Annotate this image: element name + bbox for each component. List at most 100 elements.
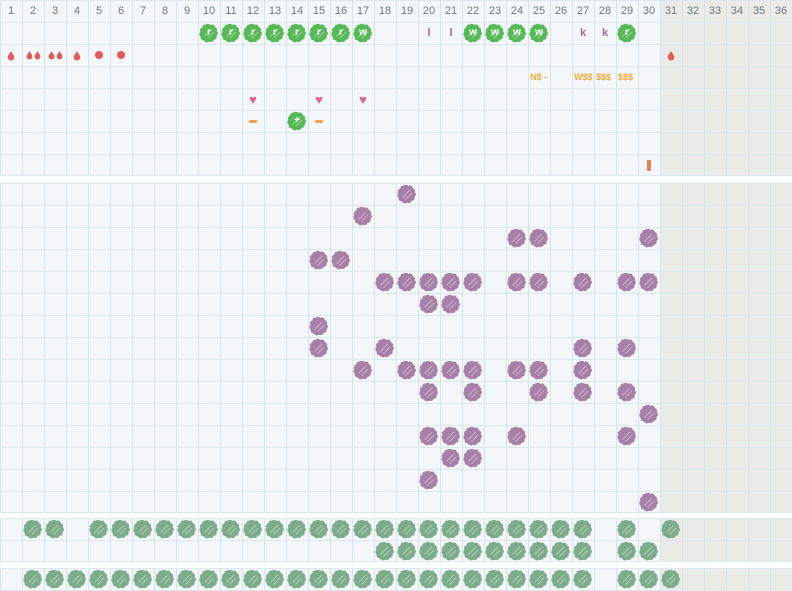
purple-berry-icon[interactable] [506, 227, 528, 249]
green-plant-icon[interactable]: w [506, 22, 528, 44]
heart-icon[interactable]: ♥ [315, 91, 323, 107]
sage-plant-icon[interactable] [528, 540, 550, 562]
purple-berry-icon[interactable] [418, 425, 440, 447]
sage-plant-icon[interactable] [550, 540, 572, 562]
sage-plant-icon[interactable] [198, 568, 220, 590]
purple-berry-icon[interactable] [572, 337, 594, 359]
purple-berry-icon[interactable] [616, 337, 638, 359]
purple-berry-icon[interactable] [462, 447, 484, 469]
sage-plant-icon[interactable] [660, 568, 682, 590]
purple-berry-icon[interactable] [352, 359, 374, 381]
sage-plant-icon[interactable] [440, 518, 462, 540]
sage-plant-icon[interactable] [198, 518, 220, 540]
sage-plant-icon[interactable] [418, 518, 440, 540]
purple-berry-icon[interactable] [440, 271, 462, 293]
purple-berry-icon[interactable] [418, 271, 440, 293]
sage-plant-icon[interactable] [176, 518, 198, 540]
purple-berry-icon[interactable] [506, 359, 528, 381]
droplet-icon[interactable] [66, 44, 88, 66]
purple-berry-icon[interactable] [462, 359, 484, 381]
cost-label[interactable]: W$$ [574, 72, 593, 82]
green-plant-icon[interactable]: r [330, 22, 352, 44]
purple-berry-icon[interactable] [374, 271, 396, 293]
letter-marker[interactable]: k [579, 26, 587, 39]
purple-berry-icon[interactable] [440, 293, 462, 315]
sage-plant-icon[interactable] [418, 568, 440, 590]
dot-icon[interactable] [88, 44, 110, 66]
sage-plant-icon[interactable] [330, 518, 352, 540]
green-plant-icon[interactable]: w [528, 22, 550, 44]
sage-plant-icon[interactable] [132, 518, 154, 540]
sage-plant-icon[interactable] [616, 540, 638, 562]
sage-plant-icon[interactable] [352, 518, 374, 540]
sage-plant-icon[interactable] [462, 540, 484, 562]
green-plant-icon[interactable]: r [308, 22, 330, 44]
purple-berry-icon[interactable] [396, 359, 418, 381]
cost-label[interactable]: $$$ [618, 72, 634, 82]
sage-plant-icon[interactable] [374, 568, 396, 590]
sage-plant-icon[interactable] [154, 518, 176, 540]
sage-plant-icon[interactable] [528, 568, 550, 590]
cost-label[interactable]: $$$ [596, 72, 612, 82]
letter-marker[interactable]: l [449, 26, 453, 39]
purple-berry-icon[interactable] [506, 271, 528, 293]
sage-plant-icon[interactable] [330, 568, 352, 590]
sage-plant-icon[interactable] [22, 568, 44, 590]
droplets-icon[interactable] [44, 44, 66, 66]
sage-plant-icon[interactable] [528, 518, 550, 540]
purple-berry-icon[interactable] [572, 359, 594, 381]
sage-plant-icon[interactable] [44, 518, 66, 540]
sage-plant-icon[interactable] [572, 568, 594, 590]
droplets-icon[interactable] [22, 44, 44, 66]
purple-berry-icon[interactable] [396, 183, 418, 205]
dot-icon[interactable] [110, 44, 132, 66]
sage-plant-icon[interactable] [242, 518, 264, 540]
droplet-icon[interactable] [0, 44, 22, 66]
green-plant-icon[interactable]: r [242, 22, 264, 44]
sage-plant-icon[interactable] [308, 518, 330, 540]
purple-berry-icon[interactable] [418, 469, 440, 491]
sage-plant-icon[interactable] [66, 568, 88, 590]
sage-plant-icon[interactable] [484, 540, 506, 562]
purple-berry-icon[interactable] [638, 227, 660, 249]
purple-berry-icon[interactable] [396, 271, 418, 293]
dash-icon[interactable] [242, 110, 264, 132]
sage-plant-icon[interactable] [484, 568, 506, 590]
purple-berry-icon[interactable] [638, 491, 660, 513]
marker-bar-icon[interactable] [638, 154, 660, 176]
sage-plant-icon[interactable] [44, 568, 66, 590]
green-plant-icon[interactable]: r [198, 22, 220, 44]
purple-berry-icon[interactable] [440, 359, 462, 381]
letter-marker[interactable]: k [601, 26, 609, 39]
green-plant-icon[interactable]: r [286, 22, 308, 44]
purple-berry-icon[interactable] [418, 293, 440, 315]
sage-plant-icon[interactable] [462, 518, 484, 540]
purple-berry-icon[interactable] [462, 381, 484, 403]
purple-berry-icon[interactable] [528, 271, 550, 293]
sage-plant-icon[interactable] [572, 540, 594, 562]
sage-plant-icon[interactable] [176, 568, 198, 590]
sage-plant-icon[interactable] [154, 568, 176, 590]
sage-plant-icon[interactable] [286, 568, 308, 590]
purple-berry-icon[interactable] [616, 381, 638, 403]
sage-plant-icon[interactable] [88, 518, 110, 540]
green-plant-icon[interactable]: w [352, 22, 374, 44]
purple-berry-icon[interactable] [462, 271, 484, 293]
purple-berry-icon[interactable] [616, 425, 638, 447]
purple-berry-icon[interactable] [418, 381, 440, 403]
dash-icon[interactable] [308, 110, 330, 132]
sage-plant-icon[interactable] [88, 568, 110, 590]
sage-plant-icon[interactable] [550, 568, 572, 590]
purple-berry-icon[interactable] [440, 447, 462, 469]
purple-berry-icon[interactable] [440, 425, 462, 447]
sage-plant-icon[interactable] [506, 540, 528, 562]
sage-plant-icon[interactable] [374, 540, 396, 562]
purple-berry-icon[interactable] [418, 359, 440, 381]
sage-plant-icon[interactable] [506, 568, 528, 590]
purple-berry-icon[interactable] [638, 403, 660, 425]
green-plant-icon[interactable]: r [220, 22, 242, 44]
sage-plant-icon[interactable] [638, 540, 660, 562]
sage-plant-icon[interactable] [110, 518, 132, 540]
sage-plant-icon[interactable] [484, 518, 506, 540]
purple-berry-icon[interactable] [374, 337, 396, 359]
